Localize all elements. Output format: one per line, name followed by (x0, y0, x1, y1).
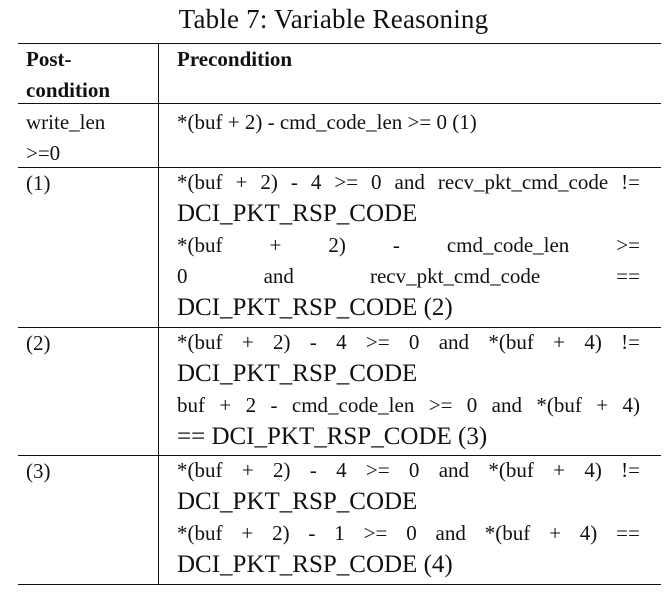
header-postcondition: Post- condition (26, 44, 154, 106)
precondition-token: and (438, 330, 470, 354)
precondition-token: 4 (336, 458, 347, 482)
precondition-line: *(buf + 2) - 4 >= 0 and recv_pkt_cmd_cod… (177, 170, 640, 194)
precondition-line: DCI_PKT_RSP_CODE (4) (177, 551, 453, 578)
precondition-line: 0 and recv_pkt_cmd_code == (177, 261, 640, 292)
variable-reasoning-table: Post- condition Precondition write_len >… (18, 43, 661, 585)
precondition-token: 2) (272, 458, 291, 482)
precondition-token: 4 (336, 330, 347, 354)
precondition-token: 2) (272, 521, 290, 545)
precondition-token: 2) (328, 233, 346, 257)
precondition-token: 4) (579, 521, 598, 545)
precondition-token: + (549, 521, 561, 545)
precondition-token: 2) (272, 330, 291, 354)
precondition-token: 0 (177, 264, 188, 288)
precondition-line: == DCI_PKT_RSP_CODE (3) (177, 423, 488, 450)
precondition-token: - (309, 330, 317, 354)
postcondition-line2: >=0 (26, 141, 61, 165)
precondition-token: *(buf (488, 330, 534, 354)
row-2-postcondition: (2) (26, 328, 154, 359)
precondition-token: >= (365, 330, 390, 354)
row-3-postcondition: (3) (26, 456, 154, 487)
postcondition-label: (3) (26, 459, 51, 483)
precondition-token: 0 (408, 330, 420, 354)
column-divider (158, 44, 159, 584)
precondition-token: >= (616, 233, 640, 257)
precondition-token: recv_pkt_cmd_code (369, 264, 541, 288)
precondition-token: != (621, 330, 640, 354)
precondition-token: == (616, 521, 640, 545)
row-write-len-precondition: *(buf + 2) - cmd_code_len >= 0 (1) (177, 107, 640, 138)
precondition-token: >= (365, 458, 390, 482)
precondition-token: + (241, 521, 254, 545)
precondition-line: *(buf + 2) - cmd_code_len >= 0 (1) (177, 110, 477, 134)
precondition-token: + (269, 233, 282, 257)
precondition-token: - (392, 233, 400, 257)
row-2-precondition: *(buf +2) -4 >= 0 and *(buf +4) != DCI_PKT_RSP_C… (177, 327, 640, 453)
precondition-line: DCI_PKT_RSP_CODE (177, 360, 418, 387)
precondition-token: + (241, 330, 254, 354)
row-divider (18, 167, 661, 168)
precondition-line: buf + 2 - cmd_code_len >= 0 and *(buf + … (177, 393, 640, 417)
precondition-token: != (621, 458, 640, 482)
precondition-line: *(buf +2) - cmd_code_len >= (177, 230, 640, 261)
precondition-line: DCI_PKT_RSP_CODE (177, 200, 418, 227)
header-postcondition-line2: condition (26, 78, 111, 102)
row-1-precondition: *(buf + 2) - 4 >= 0 and recv_pkt_cmd_cod… (177, 167, 640, 324)
precondition-line: *(buf +2) -4 >= 0 and *(buf +4) != (177, 327, 640, 358)
row-divider (18, 327, 661, 328)
row-1-postcondition: (1) (26, 168, 154, 199)
precondition-token: and (263, 264, 294, 288)
precondition-token: + (553, 458, 566, 482)
row-3-precondition: *(buf +2) -4 >= 0 and *(buf +4) != DCI_PKT_RSP_C… (177, 455, 640, 581)
precondition-token: and (435, 521, 466, 545)
precondition-token: 0 (408, 458, 420, 482)
header-rule (18, 103, 661, 104)
precondition-token: == (616, 264, 640, 288)
postcondition-label: (1) (26, 171, 51, 195)
precondition-token: *(buf (488, 458, 534, 482)
row-write-len-postcondition: write_len >=0 (26, 107, 154, 169)
precondition-token: cmd_code_len (446, 233, 570, 257)
header-precondition: Precondition (177, 44, 640, 75)
row-divider (18, 455, 661, 456)
precondition-token: - (308, 521, 316, 545)
postcondition-line1: write_len (26, 110, 106, 134)
precondition-line: DCI_PKT_RSP_CODE (2) (177, 294, 453, 321)
precondition-token: - (309, 458, 317, 482)
table-caption: Table 7: Variable Reasoning (178, 4, 489, 34)
precondition-token: *(buf (177, 233, 223, 257)
precondition-token: 0 (406, 521, 417, 545)
precondition-token: *(buf (177, 521, 223, 545)
precondition-line: *(buf +2) -1 >= 0 and *(buf +4) == (177, 518, 640, 549)
precondition-token: >= (363, 521, 388, 545)
precondition-token: 4) (584, 458, 602, 482)
precondition-line: *(buf +2) -4 >= 0 and *(buf +4) != (177, 455, 640, 486)
precondition-token: *(buf (177, 330, 223, 354)
precondition-line: DCI_PKT_RSP_CODE (177, 488, 418, 515)
precondition-token: and (438, 458, 470, 482)
precondition-token: 1 (334, 521, 345, 545)
precondition-token: *(buf (177, 458, 223, 482)
postcondition-label: (2) (26, 331, 51, 355)
precondition-token: + (553, 330, 566, 354)
precondition-token: + (241, 458, 254, 482)
header-postcondition-line1: Post- (26, 47, 72, 71)
header-precondition-label: Precondition (177, 47, 293, 71)
precondition-token: 4) (584, 330, 602, 354)
precondition-token: *(buf (484, 521, 531, 545)
